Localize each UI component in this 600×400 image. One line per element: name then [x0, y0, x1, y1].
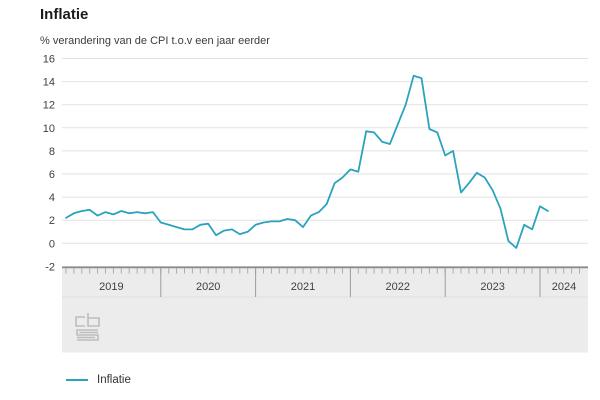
year-label: 2024 — [552, 281, 576, 293]
year-label: 2020 — [196, 281, 220, 293]
y-axis-label: 2 — [49, 215, 55, 227]
cbs-logo — [75, 313, 100, 341]
y-axis-label: 16 — [43, 54, 55, 66]
y-axis-label: 8 — [49, 146, 55, 158]
year-label: 2023 — [480, 281, 504, 293]
legend-line-swatch — [66, 379, 88, 381]
chart-subtitle: % verandering van de CPI t.o.v een jaar … — [40, 35, 270, 47]
year-label: 2019 — [99, 281, 123, 293]
year-label: 2022 — [386, 281, 410, 293]
inflation-line — [65, 74, 549, 249]
y-axis-label: 10 — [43, 123, 55, 135]
y-axis-label: -2 — [45, 261, 55, 273]
timeline-slider[interactable] — [62, 266, 588, 353]
y-axis-label: 0 — [49, 238, 55, 250]
year-label: 2021 — [291, 281, 315, 293]
y-axis-label: 12 — [43, 100, 55, 112]
y-axis-label: 14 — [43, 77, 55, 89]
y-axis-label: 6 — [49, 169, 55, 181]
page-title: Inflatie — [40, 6, 89, 23]
legend-label: Inflatie — [97, 374, 131, 386]
y-axis-label: 4 — [49, 192, 55, 204]
legend[interactable]: Inflatie — [66, 373, 131, 387]
